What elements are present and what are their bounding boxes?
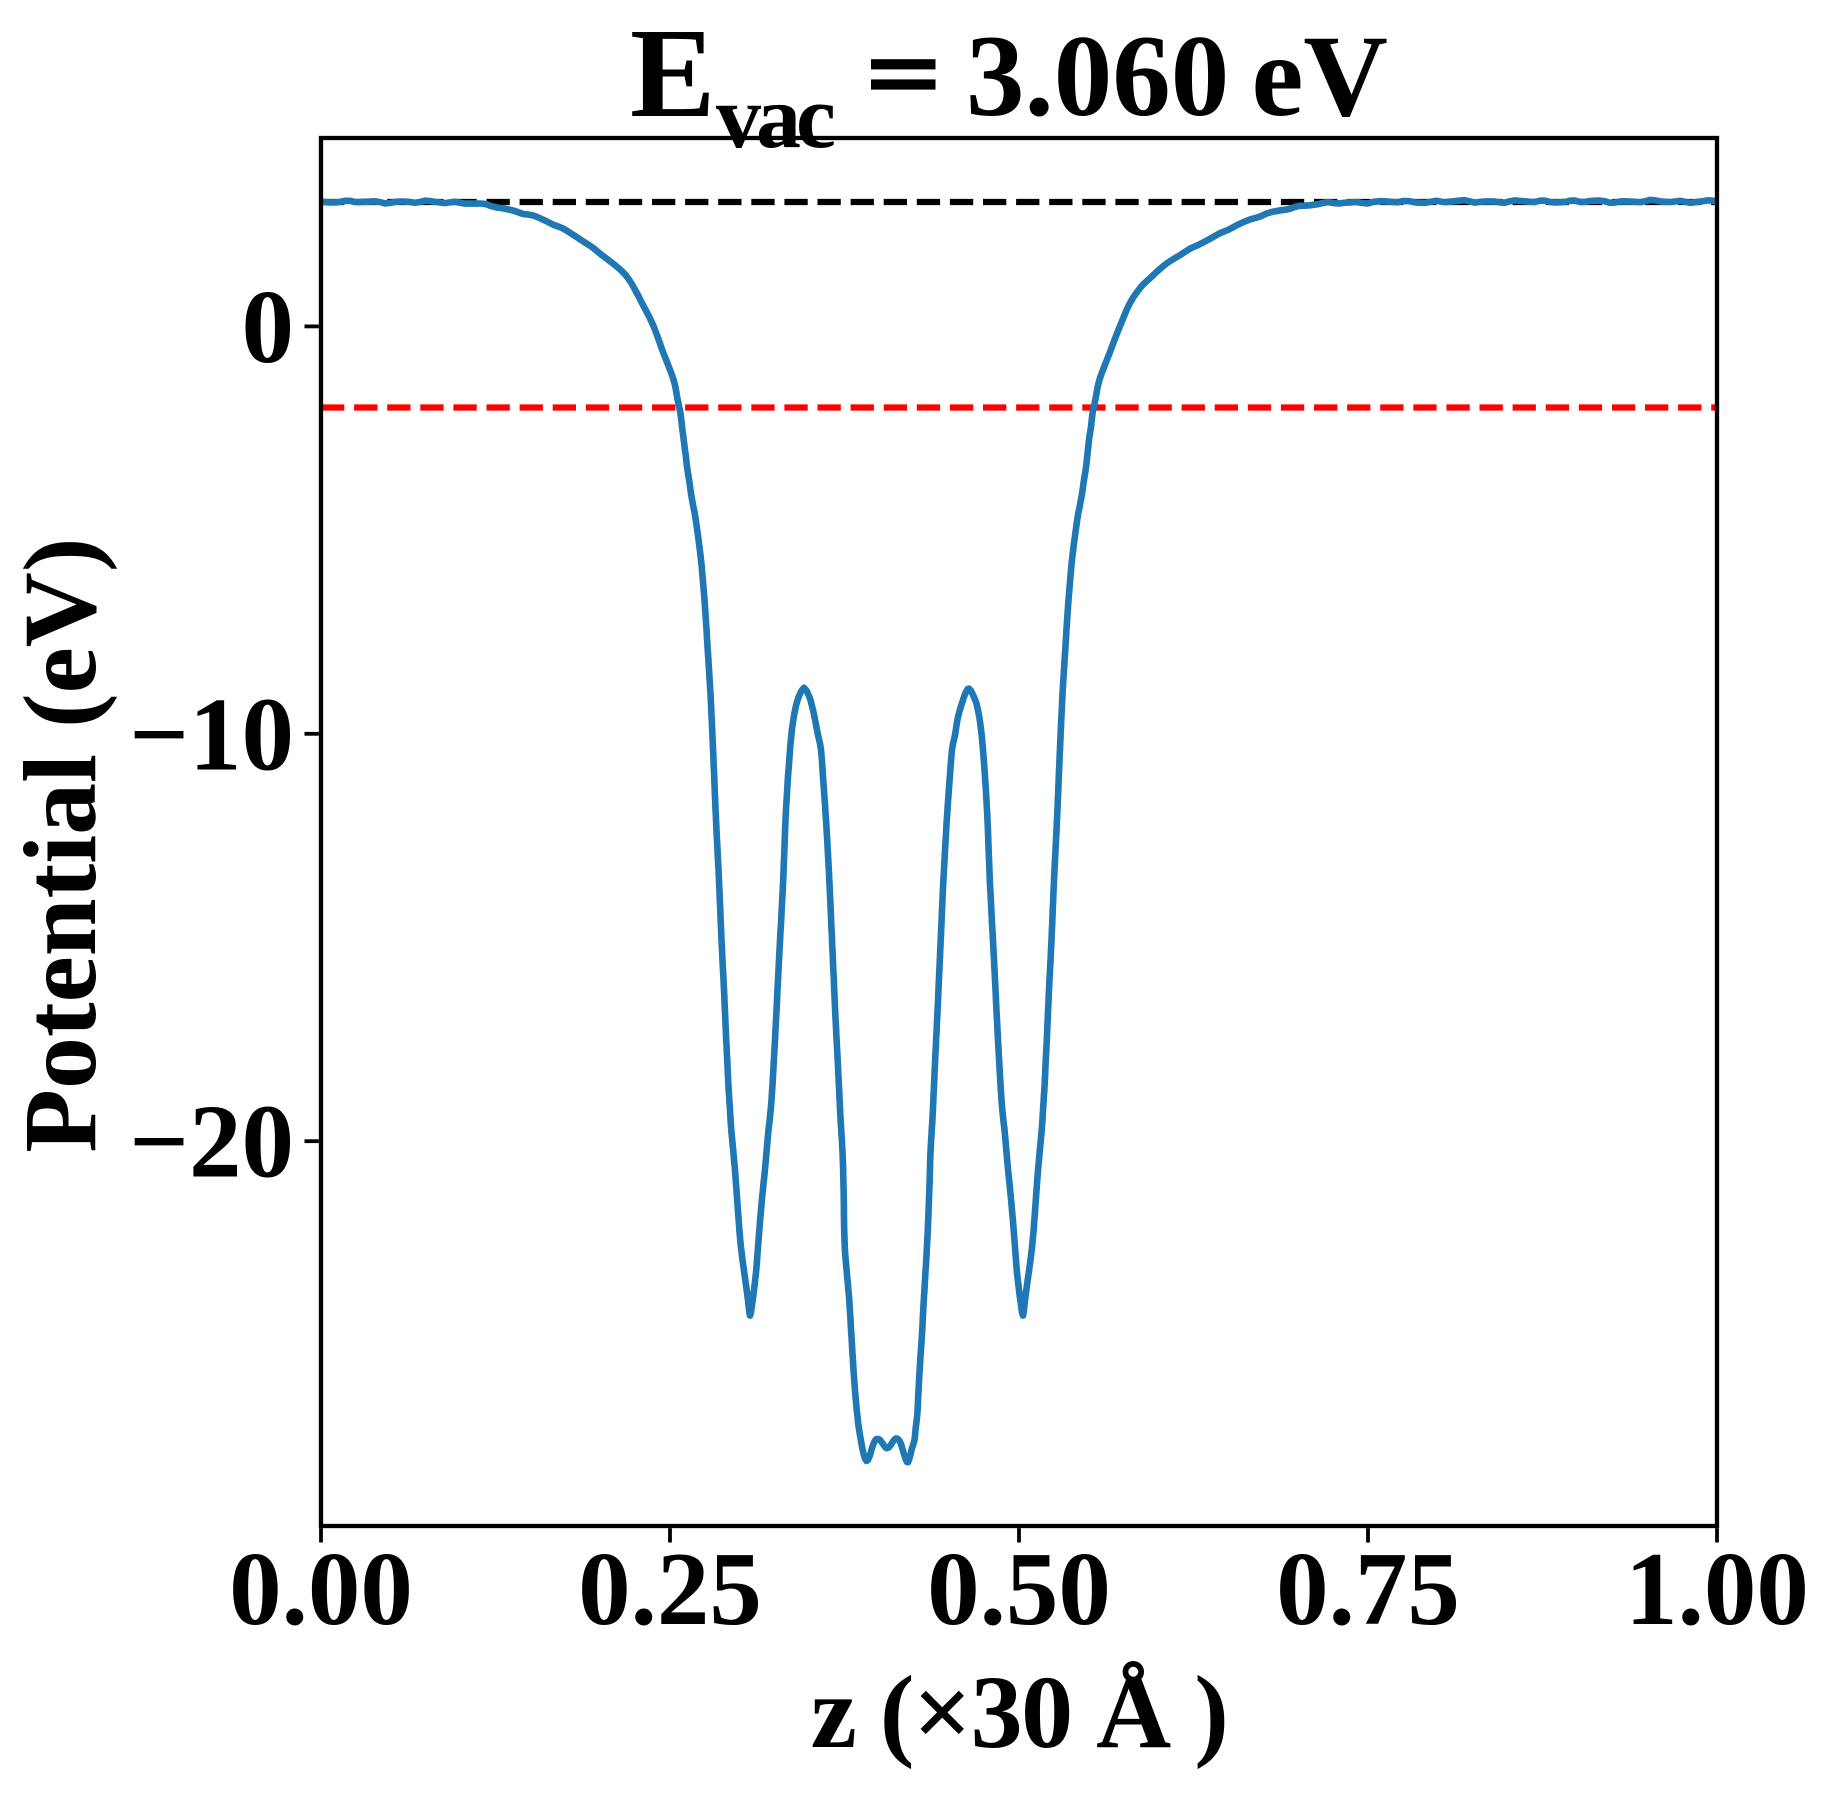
svg-text:0.25: 0.25 [578,1530,762,1647]
svg-text:0.00: 0.00 [229,1530,413,1647]
svg-text:0.50: 0.50 [927,1530,1111,1647]
svg-text:E: E [630,2,715,144]
svg-text:−20: −20 [129,1083,294,1200]
svg-text:−10: −10 [129,675,294,792]
svg-text:Potential (eV): Potential (eV) [3,537,118,1152]
svg-text:z (×30 Å ): z (×30 Å ) [811,1655,1228,1770]
svg-text:vac: vac [716,68,834,167]
svg-text:0.75: 0.75 [1276,1530,1460,1647]
svg-text:0: 0 [242,268,295,385]
svg-text:3.060 eV: 3.060 eV [966,12,1388,141]
svg-text:1.00: 1.00 [1625,1530,1809,1647]
